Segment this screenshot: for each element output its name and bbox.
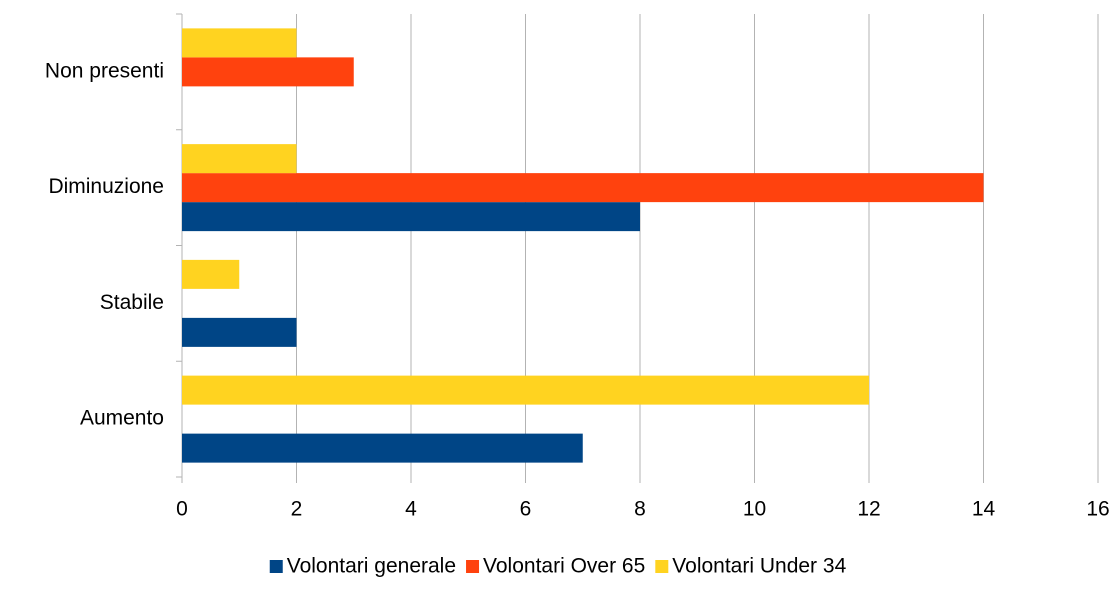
legend-label: Volontari Under 34: [672, 555, 846, 578]
bar: [182, 317, 297, 347]
legend-label: Volontari Over 65: [483, 555, 645, 578]
y-tick-label: Stabile: [100, 291, 164, 314]
y-tick-label: Aumento: [80, 407, 164, 430]
x-tick-label: 14: [972, 498, 996, 521]
x-tick-label: 8: [634, 498, 646, 521]
x-tick-label: 12: [857, 498, 880, 521]
bar: [182, 202, 640, 232]
y-tick-label: Non presenti: [45, 59, 164, 82]
bar: [182, 173, 984, 203]
legend-swatch: [655, 560, 669, 573]
bar: [182, 28, 297, 58]
legend-swatch: [466, 560, 480, 573]
legend-label: Volontari generale: [287, 555, 456, 578]
legend-swatch: [269, 560, 283, 573]
x-tick-label: 6: [520, 498, 532, 521]
x-tick-label: 10: [743, 498, 766, 521]
bar: [182, 57, 354, 87]
bar: [182, 144, 297, 174]
bar: [182, 259, 240, 289]
x-tick-label: 4: [405, 498, 417, 521]
x-tick-label: 16: [1086, 498, 1109, 521]
bar: [182, 375, 869, 405]
x-tick-label: 2: [291, 498, 303, 521]
x-tick-label: 0: [176, 498, 188, 521]
bar: [182, 433, 583, 463]
y-tick-label: Diminuzione: [48, 175, 164, 198]
